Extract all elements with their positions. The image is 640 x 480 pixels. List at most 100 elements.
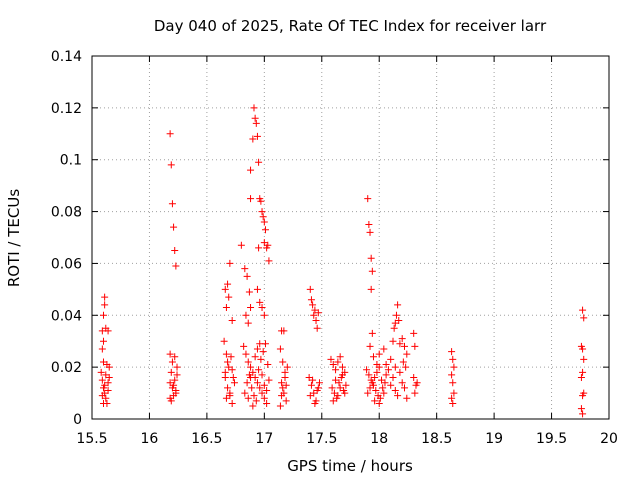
data-point [255, 158, 263, 166]
data-point [314, 309, 322, 317]
data-point [307, 381, 315, 389]
data-point [579, 368, 587, 376]
data-point [259, 213, 267, 221]
data-point [244, 394, 252, 402]
data-point [372, 386, 380, 394]
data-point [580, 314, 588, 322]
data-point [253, 132, 261, 140]
data-point [256, 340, 264, 348]
y-axis-title: ROTI / TECUs [5, 189, 23, 287]
data-point [259, 348, 267, 356]
data-point [375, 399, 383, 407]
y-tick-label: 0.12 [51, 101, 82, 117]
x-tick-label: 19.5 [536, 431, 567, 447]
data-point [342, 381, 350, 389]
x-tick-label: 19 [485, 431, 503, 447]
data-point [336, 384, 344, 392]
data-point [228, 399, 236, 407]
data-point [400, 342, 408, 350]
data-point [245, 288, 253, 296]
data-point [237, 241, 245, 249]
data-point [247, 374, 255, 382]
x-axis-title: GPS time / hours [287, 457, 413, 475]
data-point [224, 384, 232, 392]
data-point [396, 368, 404, 376]
data-point [260, 381, 268, 389]
data-point [253, 285, 261, 293]
plot-frame [91, 55, 610, 420]
data-point [365, 371, 373, 379]
data-point [173, 371, 181, 379]
data-point [366, 228, 374, 236]
data-point [449, 379, 457, 387]
data-point [104, 386, 112, 394]
data-point [579, 345, 587, 353]
data-point [334, 358, 342, 366]
data-point [260, 311, 268, 319]
data-point [240, 342, 248, 350]
data-point [104, 327, 112, 335]
data-point [229, 374, 237, 382]
data-point [166, 350, 174, 358]
data-point [332, 366, 340, 374]
data-point [241, 389, 249, 397]
data-point [579, 392, 587, 400]
data-point [398, 379, 406, 387]
data-point [173, 363, 181, 371]
data-point [329, 397, 337, 405]
data-point [364, 195, 372, 203]
data-point [257, 355, 265, 363]
data-point [171, 376, 179, 384]
data-point [101, 293, 109, 301]
data-point [363, 366, 371, 374]
data-point [365, 221, 373, 229]
data-point [375, 350, 383, 358]
data-point [366, 342, 374, 350]
data-point [403, 394, 411, 402]
data-point [306, 285, 314, 293]
data-point [387, 355, 395, 363]
data-point [105, 374, 113, 382]
data-point [98, 392, 106, 400]
data-point [376, 394, 384, 402]
x-tick-label: 17 [255, 431, 273, 447]
data-point [276, 345, 284, 353]
data-point [225, 293, 233, 301]
data-point [329, 361, 337, 369]
data-point [396, 340, 404, 348]
data-point [265, 257, 273, 265]
data-point [264, 361, 272, 369]
y-tick-label: 0.06 [51, 256, 82, 272]
data-point [168, 358, 176, 366]
data-point [171, 246, 179, 254]
data-point [369, 353, 377, 361]
data-point [252, 397, 260, 405]
data-point [311, 399, 319, 407]
data-point [384, 366, 392, 374]
data-point [394, 301, 402, 309]
data-point [247, 195, 255, 203]
data-point [367, 254, 375, 262]
data-point [258, 208, 266, 216]
data-point [378, 376, 386, 384]
data-point [222, 394, 230, 402]
data-point [242, 350, 250, 358]
data-point [579, 306, 587, 314]
data-point [243, 272, 251, 280]
data-point [371, 397, 379, 405]
data-point [336, 353, 344, 361]
data-point [101, 381, 109, 389]
data-point [283, 363, 291, 371]
data-point [315, 379, 323, 387]
data-point [306, 392, 314, 400]
data-point [368, 267, 376, 275]
x-tick-label: 15.5 [76, 431, 107, 447]
data-point [251, 114, 259, 122]
data-point [368, 379, 376, 387]
data-point [244, 319, 252, 327]
data-point [258, 371, 266, 379]
data-point [167, 161, 175, 169]
data-point [260, 218, 268, 226]
data-point [579, 410, 587, 418]
data-point [255, 366, 263, 374]
